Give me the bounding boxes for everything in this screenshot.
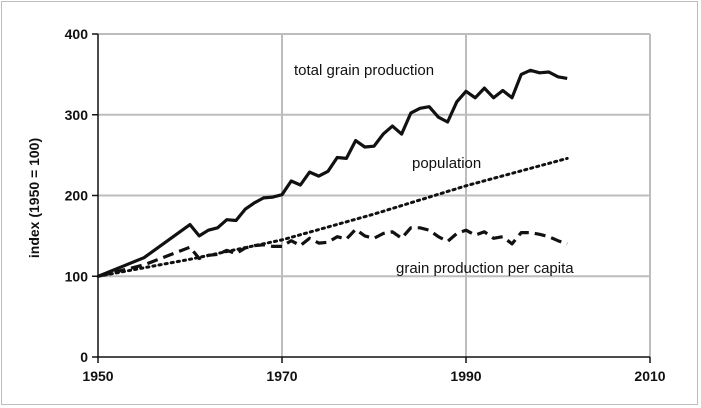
- series-line-total-grain-production: [97, 68, 568, 278]
- y-tick-label: 0: [80, 349, 88, 365]
- tick-labels: 0 100 200 300 400 1950 1970 1990 2010: [65, 26, 666, 384]
- series-label-population: population: [412, 155, 481, 172]
- y-tick-label: 100: [65, 268, 89, 284]
- series-line-population: [96, 156, 569, 278]
- series-lines: [96, 68, 569, 278]
- series-line-grain-production-per-capita: [97, 226, 568, 278]
- y-tick-label: 400: [65, 26, 89, 42]
- series-labels: total grain production population grain …: [294, 62, 574, 277]
- y-tick-label: 300: [65, 107, 89, 123]
- x-tick-label: 2010: [634, 368, 665, 384]
- x-tick-label: 1970: [266, 368, 297, 384]
- y-axis-title: index (1950 = 100): [26, 138, 42, 258]
- y-tick-label: 200: [65, 188, 89, 204]
- series-label-total-grain-production: total grain production: [294, 62, 434, 79]
- gridlines: [98, 33, 651, 357]
- x-tick-label: 1990: [450, 368, 481, 384]
- x-tick-label: 1950: [82, 368, 113, 384]
- axes: [92, 33, 651, 363]
- series-label-grain-production-per-capita: grain production per capita: [396, 260, 574, 277]
